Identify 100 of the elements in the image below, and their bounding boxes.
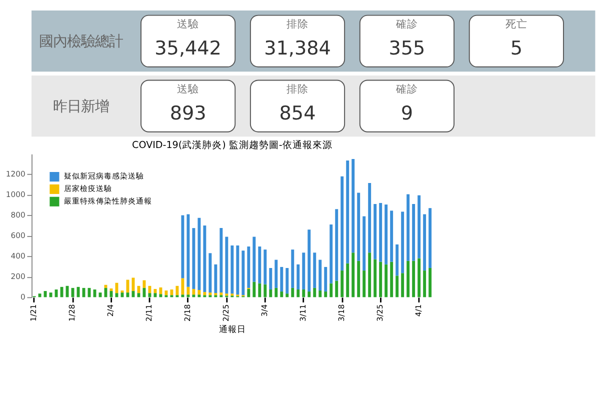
- bar: [242, 250, 245, 296]
- category-label: 排除: [286, 84, 309, 96]
- bar: [198, 218, 201, 290]
- y-tick-label: 1200: [6, 170, 26, 179]
- legend-label: 嚴重特殊傳染性肺炎通報: [64, 196, 152, 206]
- bar: [252, 236, 256, 282]
- bar: [198, 290, 201, 295]
- bar: [49, 292, 52, 298]
- text: 893: [170, 101, 206, 124]
- bar: [412, 260, 416, 298]
- bar: [208, 292, 212, 296]
- bar: [247, 288, 250, 298]
- bar: [214, 264, 218, 294]
- x-tick-label: 2/11: [144, 304, 154, 322]
- bar: [286, 268, 289, 294]
- bar: [225, 236, 228, 294]
- bar: [318, 290, 322, 298]
- bar: [115, 282, 118, 294]
- bar: [38, 294, 42, 298]
- bar: [401, 273, 404, 298]
- bar: [230, 245, 234, 294]
- bar: [335, 280, 338, 298]
- text: 35,442: [154, 36, 222, 60]
- x-tick-label: 3/4: [260, 304, 270, 317]
- bar: [396, 276, 399, 298]
- bar: [137, 286, 140, 294]
- bar: [352, 158, 355, 253]
- bar: [142, 288, 146, 298]
- bar: [220, 292, 223, 296]
- bar: [269, 289, 272, 298]
- bar: [126, 280, 130, 293]
- bar: [170, 289, 174, 296]
- text: 9: [400, 101, 414, 124]
- bar: [247, 246, 250, 288]
- bar: [203, 226, 206, 292]
- bar: [252, 282, 256, 298]
- category-label: 送驗: [177, 84, 200, 96]
- bar: [384, 204, 388, 264]
- bar: [126, 292, 130, 298]
- bar: [120, 292, 124, 298]
- bar: [418, 195, 421, 258]
- bar: [44, 291, 47, 298]
- bar: [390, 210, 394, 262]
- bar: [220, 228, 223, 293]
- bar: [148, 293, 152, 298]
- bar: [274, 288, 278, 298]
- category-label: 確診: [394, 18, 418, 31]
- category-label: 確診: [394, 82, 418, 96]
- bar: [186, 286, 190, 295]
- y-tick-label: 200: [10, 272, 26, 282]
- bar: [390, 262, 394, 298]
- bar: [291, 250, 294, 288]
- x-tick-label: 3/11: [298, 304, 308, 322]
- bar: [269, 268, 272, 290]
- bar: [374, 259, 377, 298]
- bar: [142, 280, 146, 288]
- bar: [406, 194, 410, 261]
- bar: [186, 214, 190, 287]
- x-tick-label: 3/25: [375, 304, 384, 322]
- bar: [280, 292, 284, 298]
- text: 854: [279, 101, 316, 124]
- bar: [362, 270, 366, 298]
- bar: [379, 202, 382, 262]
- bar: [110, 291, 113, 298]
- bar: [203, 292, 206, 296]
- bar: [164, 290, 168, 296]
- bar: [412, 204, 416, 261]
- y-tick-label: 600: [10, 231, 26, 240]
- x-tick-label: 2/18: [183, 304, 192, 322]
- legend-label: 居家檢疫送驗: [64, 184, 112, 194]
- bar: [340, 176, 344, 271]
- chart-title: COVID-19(武漢肺炎) 監測趨勢圖-依通報來源: [132, 139, 332, 152]
- bar: [115, 293, 118, 298]
- bar: [428, 208, 432, 268]
- bar: [132, 291, 135, 298]
- bar: [181, 294, 184, 298]
- bar: [236, 245, 240, 295]
- bar: [428, 268, 432, 298]
- y-tick-label: 0: [20, 292, 26, 302]
- bar: [154, 288, 157, 294]
- y-tick-label: 800: [10, 210, 26, 220]
- bar: [274, 260, 278, 288]
- bar: [418, 258, 421, 298]
- bar: [258, 246, 262, 284]
- bar: [186, 294, 190, 298]
- bar: [280, 266, 284, 292]
- bar: [330, 224, 333, 284]
- bar: [362, 216, 366, 271]
- category-label: 排除: [286, 18, 309, 31]
- category-label: 死亡: [505, 18, 528, 31]
- bar: [340, 270, 344, 298]
- bar: [110, 288, 113, 292]
- bar: [374, 204, 377, 260]
- bar: [346, 263, 350, 298]
- bar: [308, 292, 311, 298]
- bar: [137, 293, 140, 298]
- x-tick-label: 1/21: [29, 304, 38, 322]
- x-axis-title: 通報日: [219, 324, 246, 335]
- bar: [302, 289, 306, 298]
- bar: [154, 293, 157, 298]
